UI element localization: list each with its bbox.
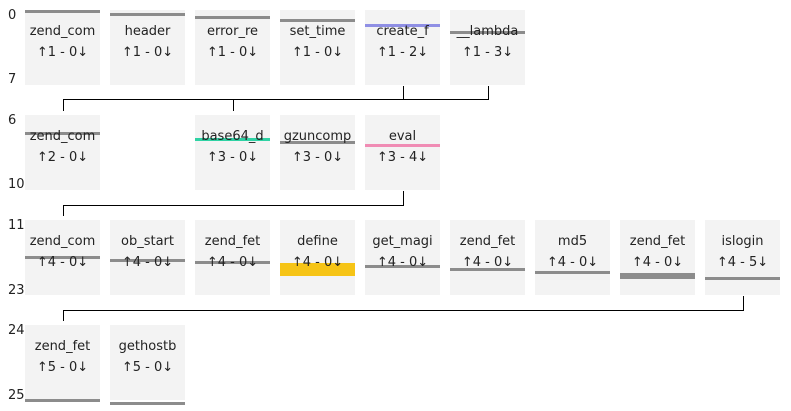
row-end-index: 23	[8, 283, 25, 298]
function-name: zend_fet	[34, 339, 91, 354]
duration-bar	[195, 16, 270, 19]
call-depth-counts: ↑1 - 3↓	[461, 45, 514, 60]
call-node[interactable]: zend_com ↑4 - 0↓	[25, 220, 100, 295]
call-node[interactable]: ob_start ↑4 - 0↓	[110, 220, 185, 295]
row-end-index: 25	[8, 388, 25, 403]
call-depth-counts: ↑5 - 0↓	[121, 360, 174, 375]
function-name: zend_fet	[629, 234, 686, 249]
call-node[interactable]: islogin ↑4 - 5↓	[705, 220, 780, 295]
duration-bar	[25, 256, 100, 259]
row-start-index: 0	[8, 8, 17, 23]
duration-bar	[25, 399, 100, 402]
call-depth-counts: ↑4 - 5↓	[716, 255, 769, 270]
call-depth-counts: ↑1 - 0↓	[121, 45, 174, 60]
duration-bar	[195, 261, 270, 264]
call-node[interactable]: error_re ↑1 - 0↓	[195, 10, 270, 85]
duration-bar	[365, 144, 440, 147]
call-depth-counts: ↑4 - 0↓	[291, 255, 344, 270]
duration-bar	[450, 268, 525, 271]
function-name: create_f	[376, 24, 429, 39]
call-depth-counts: ↑1 - 2↓	[376, 45, 429, 60]
call-depth-counts: ↑4 - 0↓	[461, 255, 514, 270]
call-depth-counts: ↑3 - 0↓	[206, 150, 259, 165]
row-end-index: 7	[8, 72, 17, 87]
call-node[interactable]: md5 ↑4 - 0↓	[535, 220, 610, 295]
call-depth-counts: ↑4 - 0↓	[376, 255, 429, 270]
call-node[interactable]: zend_fet ↑4 - 0↓	[195, 220, 270, 295]
call-node[interactable]: set_time ↑1 - 0↓	[280, 10, 355, 85]
function-name: islogin	[721, 234, 764, 249]
function-name: zend_com	[29, 129, 96, 144]
function-name: ob_start	[121, 234, 174, 249]
duration-bar	[110, 13, 185, 16]
call-node[interactable]: __lambda ↑1 - 3↓	[450, 10, 525, 85]
function-name: get_magi	[372, 234, 433, 249]
connector-line	[63, 296, 744, 321]
duration-bar	[195, 138, 270, 141]
call-node[interactable]: gzuncomp ↑3 - 0↓	[280, 115, 355, 190]
function-name: eval	[388, 129, 417, 144]
duration-bar	[280, 19, 355, 22]
duration-bar	[705, 277, 780, 280]
call-depth-counts: ↑2 - 0↓	[36, 150, 89, 165]
connector-line	[63, 191, 404, 216]
row-end-index: 10	[8, 177, 25, 192]
call-depth-counts: ↑3 - 0↓	[291, 150, 344, 165]
function-name: gzuncomp	[283, 129, 352, 144]
duration-bar	[280, 263, 355, 276]
duration-bar	[620, 273, 695, 279]
connector-line	[403, 86, 489, 100]
call-node[interactable]: zend_fet ↑5 - 0↓	[25, 325, 100, 402]
function-name: md5	[557, 234, 588, 249]
row-start-index: 6	[8, 113, 17, 128]
duration-bar	[25, 132, 100, 135]
duration-bar	[25, 10, 100, 13]
call-node[interactable]: gethostb ↑5 - 0↓	[110, 325, 185, 405]
function-name: base64_d	[201, 129, 264, 144]
duration-bar	[110, 402, 185, 405]
function-name: gethostb	[118, 339, 177, 354]
call-depth-counts: ↑1 - 0↓	[36, 45, 89, 60]
function-name: header	[124, 24, 171, 39]
function-name: __lambda	[456, 24, 519, 39]
duration-bar	[110, 259, 185, 262]
call-node[interactable]: create_f ↑1 - 2↓	[365, 10, 440, 85]
call-node[interactable]: zend_fet ↑4 - 0↓	[620, 220, 695, 295]
call-depth-counts: ↑4 - 0↓	[206, 255, 259, 270]
call-depth-counts: ↑4 - 0↓	[546, 255, 599, 270]
call-node[interactable]: base64_d ↑3 - 0↓	[195, 115, 270, 190]
function-name: zend_com	[29, 234, 96, 249]
call-depth-counts: ↑4 - 0↓	[631, 255, 684, 270]
call-depth-counts: ↑1 - 0↓	[206, 45, 259, 60]
function-name: error_re	[206, 24, 259, 39]
call-node[interactable]: eval ↑3 - 4↓	[365, 115, 440, 190]
function-name: zend_com	[29, 24, 96, 39]
duration-bar	[450, 31, 525, 34]
duration-bar	[535, 271, 610, 274]
function-name: zend_fet	[204, 234, 261, 249]
call-node[interactable]: zend_fet ↑4 - 0↓	[450, 220, 525, 295]
call-node[interactable]: header ↑1 - 0↓	[110, 10, 185, 85]
function-name: set_time	[289, 24, 346, 39]
duration-bar	[365, 265, 440, 268]
duration-bar	[365, 24, 440, 27]
function-name: zend_fet	[459, 234, 516, 249]
call-depth-counts: ↑4 - 0↓	[121, 255, 174, 270]
call-node[interactable]: zend_com ↑2 - 0↓	[25, 115, 100, 190]
row-start-index: 24	[8, 323, 25, 338]
call-depth-counts: ↑1 - 0↓	[291, 45, 344, 60]
duration-bar	[280, 141, 355, 144]
call-node[interactable]: get_magi ↑4 - 0↓	[365, 220, 440, 295]
function-name: define	[297, 234, 338, 249]
call-depth-counts: ↑4 - 0↓	[36, 255, 89, 270]
call-depth-counts: ↑5 - 0↓	[36, 360, 89, 375]
call-node[interactable]: zend_com ↑1 - 0↓	[25, 10, 100, 85]
row-start-index: 11	[8, 218, 25, 233]
call-node[interactable]: define ↑4 - 0↓	[280, 220, 355, 295]
call-depth-counts: ↑3 - 4↓	[376, 150, 429, 165]
